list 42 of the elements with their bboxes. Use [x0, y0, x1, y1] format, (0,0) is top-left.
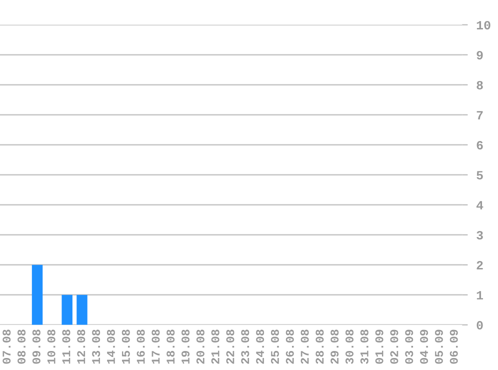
x-tick-label: 23.08	[241, 330, 250, 364]
x-tick-label: 27.08	[300, 330, 309, 364]
y-tick-label: 5	[476, 171, 483, 180]
x-tick-label: 16.08	[136, 330, 145, 364]
y-tick-label: 4	[476, 201, 484, 210]
x-tick-label: 19.08	[182, 330, 190, 364]
y-tick-label: 2	[476, 261, 483, 270]
y-tick-label: 3	[476, 231, 483, 240]
x-tick-label: 14.08	[106, 330, 115, 364]
x-tick-label: 20.08	[196, 330, 204, 364]
x-tick-label: 04.09	[420, 330, 428, 364]
x-tick-label: 08.08	[18, 330, 26, 364]
x-tick-label: 15.08	[122, 330, 130, 364]
x-tick-label: 03.09	[405, 330, 414, 364]
y-tick-label: 6	[476, 140, 483, 150]
x-tick-label: 11.08	[62, 330, 70, 364]
x-tick-label: 22.08	[226, 330, 234, 364]
x-tick-label: 24.08	[256, 330, 264, 364]
x-tick-label: 28.08	[316, 330, 324, 364]
y-tick-label: 0	[476, 321, 483, 330]
x-tick-label: 01.09	[375, 330, 384, 364]
x-tick-label: 06.09	[450, 330, 458, 364]
x-tick-label: 05.09	[434, 330, 443, 364]
x-tick-label: 26.08	[286, 330, 294, 364]
y-tick-label: 7	[476, 111, 483, 120]
x-tick-label: 29.08	[330, 330, 339, 364]
x-tick-label: 09.08	[32, 330, 40, 364]
x-tick-label: 21.08	[211, 330, 220, 364]
x-tick-label: 12.08	[77, 330, 86, 364]
x-tick-label: 25.08	[270, 330, 279, 364]
y-tick-label: 8	[476, 80, 483, 90]
x-tick-label: 17.08	[152, 330, 160, 364]
y-tick-label: 9	[476, 50, 483, 60]
x-tick-label: 13.08	[92, 330, 100, 364]
x-tick-label: 30.08	[345, 330, 354, 364]
x-tick-label: 18.08	[166, 330, 175, 364]
y-tick-label: 1	[476, 291, 484, 300]
x-tick-label: 31.08	[360, 330, 368, 364]
x-tick-label: 10.08	[47, 330, 56, 364]
y-tick-label: 10	[476, 20, 490, 30]
x-tick-label: 02.09	[390, 330, 398, 364]
x-tick-label: 07.08	[2, 330, 11, 364]
